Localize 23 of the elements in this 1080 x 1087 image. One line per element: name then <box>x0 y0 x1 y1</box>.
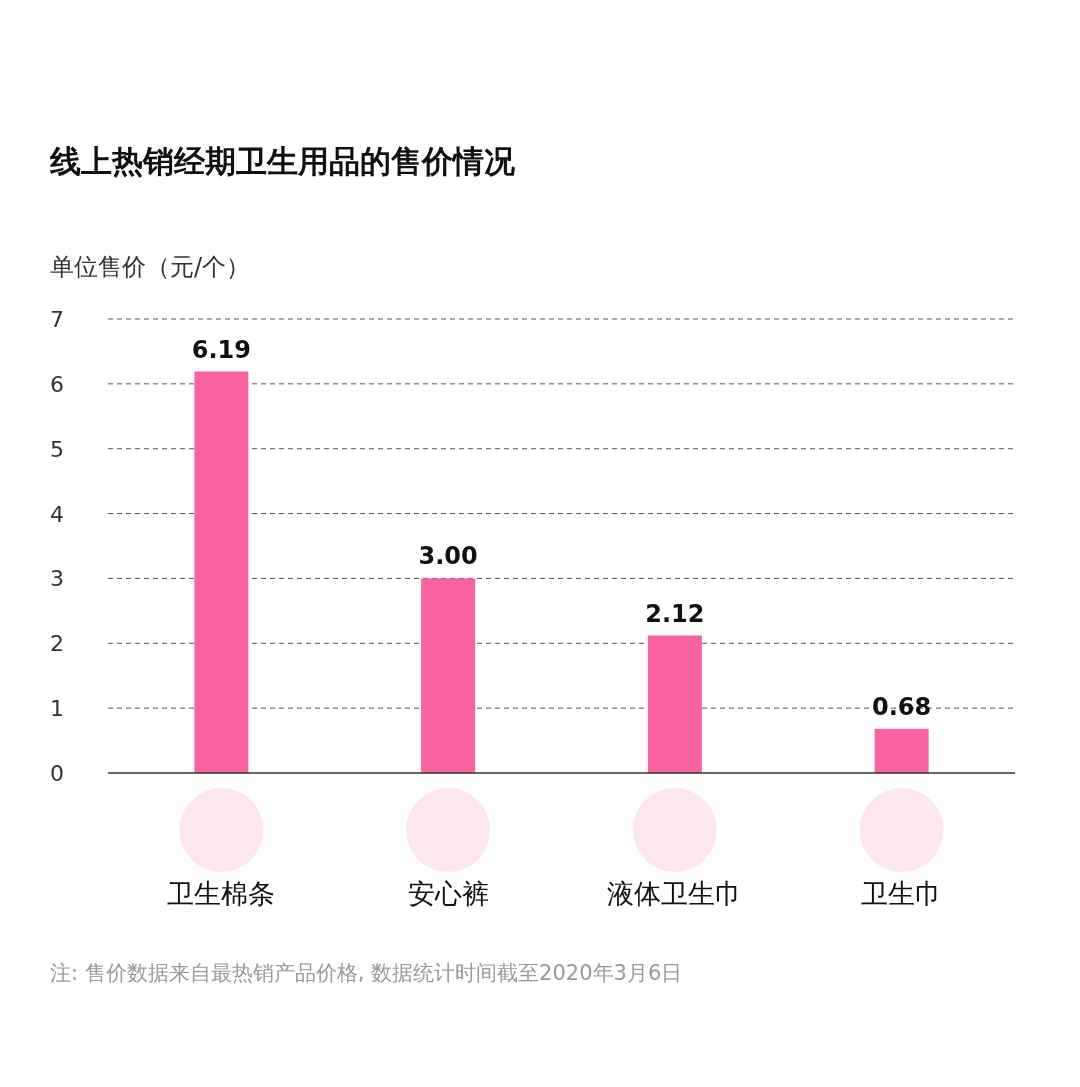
y-tick-label: 6 <box>50 371 64 397</box>
data-label: 0.68 <box>872 692 932 721</box>
x-tick-label: 安心裤 <box>407 878 489 909</box>
y-tick-label: 5 <box>50 436 64 462</box>
data-label: 2.12 <box>645 599 705 628</box>
data-label: 6.19 <box>191 335 251 364</box>
x-tick-label: 卫生巾 <box>861 878 943 909</box>
y-tick-label: 2 <box>50 631 64 657</box>
x-tick-label: 卫生棉条 <box>167 878 276 909</box>
chart-title: 线上热销经期卫生用品的售价情况 <box>49 143 516 179</box>
y-axis-title: 单位售价（元/个） <box>50 253 251 281</box>
bar <box>647 635 702 773</box>
y-tick-label: 1 <box>50 696 64 722</box>
y-tick-label: 4 <box>50 501 64 527</box>
text: 注: 售价数据来自最热销产品价格, 数据统计时间截至2020年3月6日 <box>50 961 683 985</box>
y-tick-label: 7 <box>50 307 64 332</box>
data-label: 3.00 <box>418 542 478 571</box>
bar <box>874 728 929 773</box>
x-tick-label: 液体卫生巾 <box>607 878 743 909</box>
y-tick-label: 0 <box>50 761 64 786</box>
y-tick-label: 3 <box>50 566 64 592</box>
bar <box>421 578 476 773</box>
bar <box>194 371 249 773</box>
